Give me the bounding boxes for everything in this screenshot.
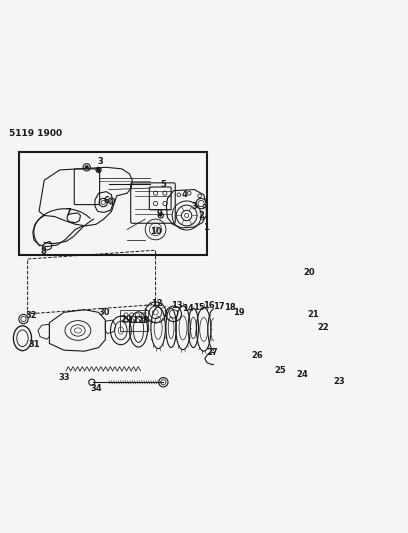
Text: 3: 3 — [191, 201, 197, 211]
Text: 27: 27 — [206, 348, 218, 357]
Text: 28: 28 — [138, 316, 149, 325]
Text: 3: 3 — [97, 157, 103, 166]
Text: 6: 6 — [103, 197, 109, 206]
Text: 10: 10 — [150, 227, 162, 236]
Text: 1: 1 — [203, 223, 209, 232]
Text: 34: 34 — [90, 384, 102, 393]
Bar — [19, 152, 207, 255]
Text: 24: 24 — [296, 370, 308, 379]
Text: 19: 19 — [233, 308, 245, 317]
Text: 21: 21 — [308, 310, 319, 319]
Text: 4: 4 — [181, 190, 187, 199]
Text: 12: 12 — [151, 299, 163, 308]
Text: 9: 9 — [156, 209, 162, 219]
Text: 14: 14 — [182, 304, 194, 313]
Text: 8: 8 — [40, 247, 46, 256]
Text: 5119 1900: 5119 1900 — [9, 129, 62, 138]
Text: 22: 22 — [317, 324, 329, 333]
Text: 16: 16 — [203, 301, 215, 310]
Text: 26: 26 — [252, 351, 264, 360]
Text: 11: 11 — [127, 316, 139, 325]
Text: 20: 20 — [304, 268, 315, 277]
Text: 31: 31 — [28, 341, 40, 350]
Text: 15: 15 — [193, 303, 204, 312]
Text: 30: 30 — [99, 308, 110, 317]
Text: 2: 2 — [199, 211, 204, 220]
Text: 18: 18 — [224, 303, 235, 312]
Text: 23: 23 — [334, 377, 345, 386]
Text: 29: 29 — [120, 314, 132, 324]
Text: 5: 5 — [160, 180, 166, 189]
Text: 17: 17 — [213, 302, 225, 311]
Text: 32: 32 — [25, 311, 37, 320]
Text: 33: 33 — [58, 373, 70, 382]
Circle shape — [160, 214, 162, 217]
Text: 13: 13 — [171, 301, 183, 310]
Circle shape — [97, 168, 100, 171]
Text: 25: 25 — [274, 366, 286, 375]
Text: 7: 7 — [66, 208, 71, 217]
Circle shape — [85, 166, 89, 169]
